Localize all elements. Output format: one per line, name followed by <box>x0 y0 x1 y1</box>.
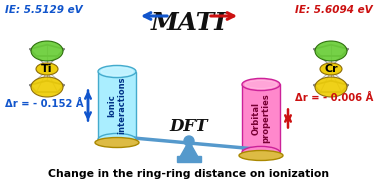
Text: Change in the ring-ring distance on ionization: Change in the ring-ring distance on ioni… <box>48 169 330 179</box>
Text: MATI: MATI <box>151 11 227 35</box>
Ellipse shape <box>315 41 347 61</box>
Ellipse shape <box>98 133 136 146</box>
Text: Δr = - 0.152 Å: Δr = - 0.152 Å <box>5 99 84 109</box>
Bar <box>242 84 280 153</box>
Ellipse shape <box>242 78 280 91</box>
Bar <box>98 71 136 139</box>
Ellipse shape <box>101 67 133 76</box>
Text: Ionic
interactions: Ionic interactions <box>108 77 126 134</box>
Text: DFT: DFT <box>170 119 208 136</box>
Ellipse shape <box>31 41 63 61</box>
Ellipse shape <box>36 63 58 75</box>
Text: IE: 5.5129 eV: IE: 5.5129 eV <box>5 5 83 15</box>
Ellipse shape <box>95 138 139 148</box>
Ellipse shape <box>315 77 347 97</box>
Ellipse shape <box>239 150 283 160</box>
Text: Δr = - 0.006 Å: Δr = - 0.006 Å <box>294 93 373 103</box>
Text: IE: 5.6094 eV: IE: 5.6094 eV <box>295 5 373 15</box>
Text: Ti: Ti <box>41 64 53 74</box>
Circle shape <box>184 136 194 146</box>
Bar <box>177 156 201 162</box>
Ellipse shape <box>245 80 277 89</box>
Ellipse shape <box>320 63 342 75</box>
Ellipse shape <box>31 77 63 97</box>
Text: Cr: Cr <box>324 64 338 74</box>
Polygon shape <box>180 141 198 157</box>
Text: Orbital
properties: Orbital properties <box>252 94 270 143</box>
Ellipse shape <box>98 65 136 78</box>
Ellipse shape <box>242 146 280 159</box>
